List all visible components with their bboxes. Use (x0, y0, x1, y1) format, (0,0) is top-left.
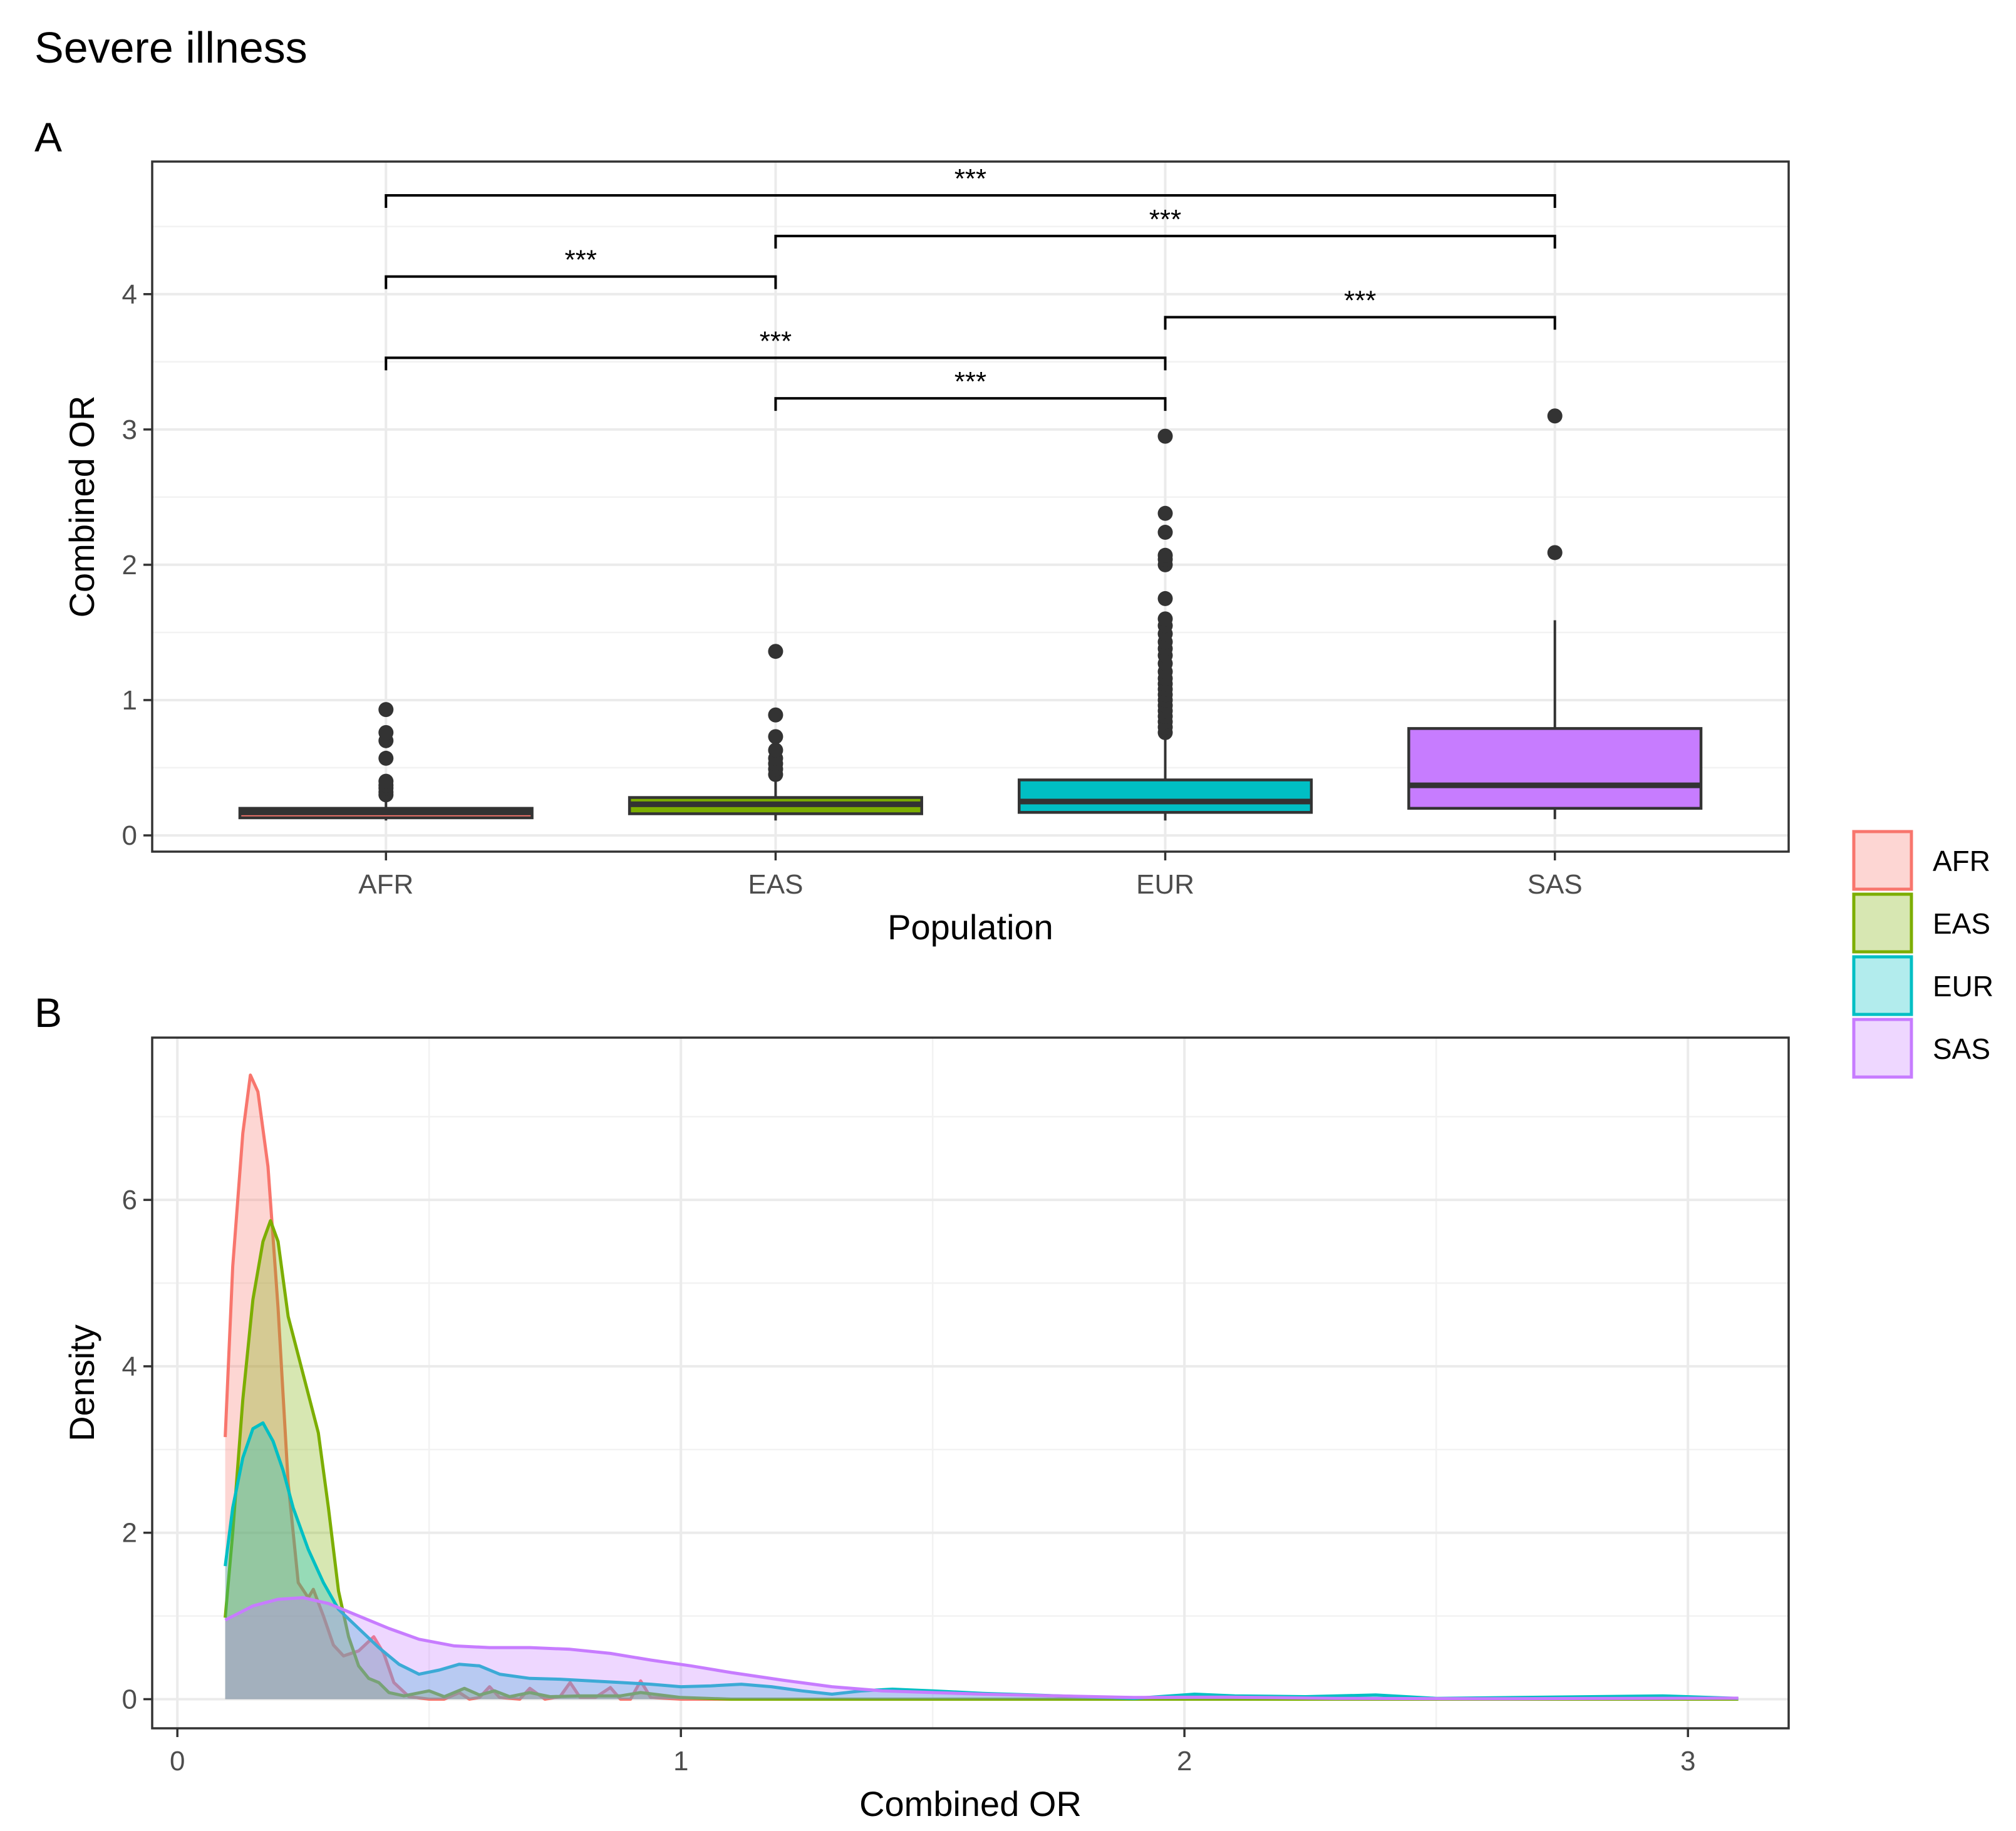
legend: AFR EAS EUR SAS (1852, 830, 1993, 1079)
density-line (224, 1596, 1739, 1701)
x-axis-title: Combined OR (859, 1784, 1082, 1823)
x-tick-label: AFR (358, 869, 413, 900)
y-tick-label: 4 (122, 279, 137, 310)
panel-a-border (151, 160, 1790, 853)
panel-b-density: B 0 2 4 6 0 1 2 3 Combined OR Density (34, 989, 1790, 1823)
outlier-point (1547, 408, 1563, 424)
outlier-point (768, 729, 783, 745)
figure-title: Severe illness (34, 23, 308, 72)
density-line (224, 1219, 1739, 1701)
legend-key (1852, 1018, 1913, 1079)
panel-b-border (151, 1036, 1790, 1730)
legend-key (1852, 955, 1913, 1016)
significance-bracket-eas-sas: *** (774, 204, 1556, 249)
density-area (225, 1597, 1739, 1699)
significance-label: *** (1344, 285, 1376, 316)
significance-label: *** (760, 326, 792, 356)
significance-label: *** (565, 245, 597, 276)
legend-item-eur: EUR (1852, 955, 1993, 1016)
outlier-point (378, 773, 394, 789)
legend-item-afr: AFR (1852, 830, 1990, 891)
legend-item-eas: EAS (1852, 892, 1990, 954)
density-area (225, 1220, 1739, 1699)
y-axis-title: Combined OR (62, 396, 101, 618)
density-sas (224, 1596, 1739, 1701)
significance-bracket-eas-eur: *** (774, 366, 1167, 411)
outlier-point (1157, 547, 1173, 563)
y-tick-label: 2 (122, 550, 137, 580)
density-afr (224, 1073, 1739, 1701)
y-tick-label: 2 (122, 1518, 137, 1549)
significance-label: *** (1149, 204, 1181, 235)
significance-bracket-eur-sas: *** (1164, 285, 1556, 330)
box-eas (628, 644, 923, 821)
y-tick-label: 3 (122, 415, 137, 445)
panel-a-boxplot: A *** *** *** *** *** *** 0 1 2 3 4 AFR EAS EUR SAS Popu… (34, 114, 1790, 947)
x-tick-label: EAS (748, 869, 803, 900)
outlier-point (1547, 545, 1563, 560)
bracket-line (385, 194, 1556, 209)
density-area (225, 1423, 1739, 1699)
outlier-point (378, 750, 394, 766)
bracket-line (385, 275, 777, 289)
significance-label: *** (954, 366, 986, 397)
y-axis-title: Density (62, 1324, 101, 1442)
outlier-point (1157, 611, 1173, 627)
x-tick-label: SAS (1528, 869, 1583, 900)
panel-b-tag: B (34, 989, 62, 1036)
x-tick-label: EUR (1136, 869, 1194, 900)
significance-bracket-afr-sas: *** (385, 163, 1556, 209)
y-tick-label: 4 (122, 1351, 137, 1382)
outlier-point (1157, 591, 1173, 606)
legend-key (1852, 892, 1913, 954)
legend-label: SAS (1933, 1033, 1990, 1065)
density-line (224, 1073, 1739, 1701)
legend-label: EAS (1933, 907, 1990, 940)
panel-a-tag: A (34, 114, 62, 160)
legend-label: AFR (1933, 845, 1990, 877)
box-sas (1407, 408, 1703, 820)
y-tick-label: 6 (122, 1185, 137, 1215)
legend-item-sas: SAS (1852, 1018, 1990, 1079)
bracket-line (1164, 316, 1556, 330)
legend-label: EUR (1933, 970, 1993, 1003)
density-area (225, 1075, 1739, 1699)
significance-bracket-afr-eas: *** (385, 245, 777, 289)
box-afr (238, 702, 534, 821)
x-tick-label: 3 (1680, 1746, 1695, 1777)
significance-label: *** (954, 163, 986, 194)
outlier-point (1157, 428, 1173, 444)
y-tick-label: 1 (122, 685, 137, 716)
bracket-line (774, 397, 1167, 411)
bracket-line (385, 356, 1167, 371)
outlier-point (1157, 525, 1173, 540)
box-body (1018, 778, 1313, 814)
outlier-point (378, 702, 394, 718)
box-body (1407, 727, 1703, 810)
significance-bracket-afr-eur: *** (385, 326, 1167, 371)
bracket-line (774, 234, 1556, 249)
x-tick-label: 1 (673, 1746, 688, 1777)
density-eas (224, 1219, 1739, 1701)
outlier-point (378, 725, 394, 740)
outlier-point (1157, 505, 1173, 521)
legend-key (1852, 830, 1913, 891)
y-tick-label: 0 (122, 820, 137, 851)
box-eur (1018, 428, 1313, 821)
y-tick-label: 0 (122, 1684, 137, 1715)
x-axis-title: Population (887, 907, 1053, 947)
outlier-point (768, 742, 783, 758)
outlier-point (768, 707, 783, 723)
x-tick-label: 2 (1177, 1746, 1192, 1777)
outlier-point (768, 644, 783, 659)
x-tick-label: 0 (170, 1746, 185, 1777)
